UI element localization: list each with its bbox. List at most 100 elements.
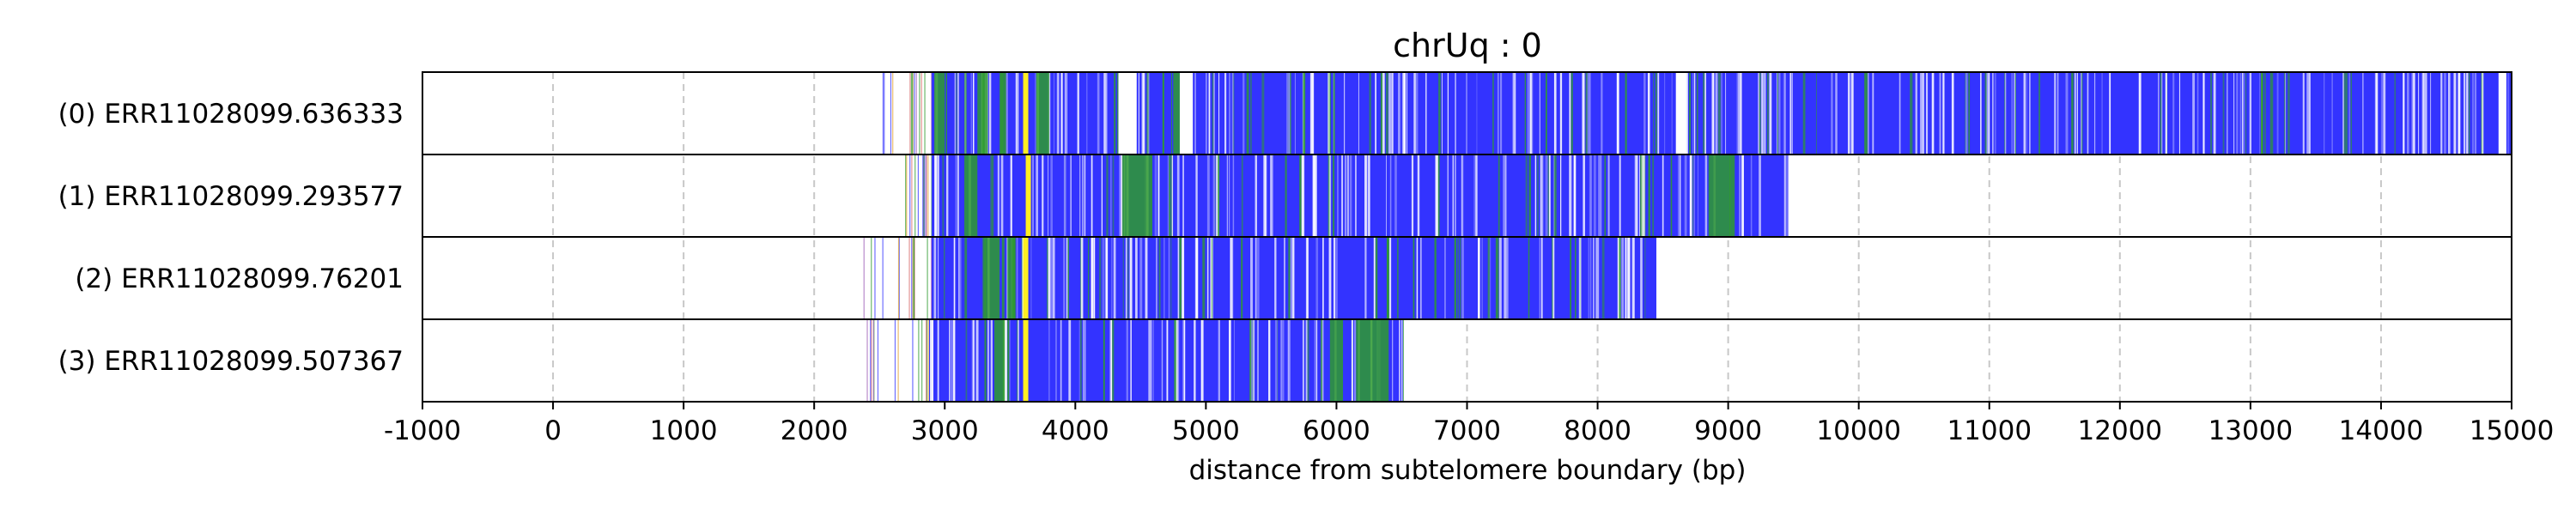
read-texture-line — [2453, 72, 2457, 154]
read-texture-line — [1939, 72, 1941, 154]
read-texture-line — [1098, 237, 1102, 319]
read-texture-line — [1042, 154, 1044, 237]
read-texture-line — [1082, 154, 1084, 237]
read-texture-line — [1103, 72, 1106, 154]
read-texture-line — [1206, 154, 1210, 237]
read-texture-line — [1249, 319, 1251, 402]
read-texture-line — [1616, 72, 1619, 154]
read-texture-line — [1229, 319, 1231, 402]
read-texture-line — [1848, 72, 1850, 154]
read-texture-line — [1992, 72, 1994, 154]
read-texture-line — [1156, 237, 1157, 319]
read-texture-line — [944, 237, 945, 319]
read-texture-line — [1050, 237, 1054, 319]
read-texture-line — [1872, 72, 1874, 154]
read-texture-line — [970, 72, 973, 154]
read-texture-line — [1648, 154, 1650, 237]
read-texture-line — [1625, 237, 1627, 319]
read-texture-line — [1224, 72, 1227, 154]
read-texture-line — [2421, 72, 2425, 154]
read-gap — [1118, 73, 1137, 154]
plot-area: (0) ERR11028099.636333 (1) ERR11028099.29… — [58, 71, 2512, 403]
read-texture-line — [2343, 72, 2347, 154]
read-texture-line — [2081, 72, 2083, 154]
read-texture-line — [1130, 319, 1132, 402]
read-texture-line — [946, 154, 949, 237]
read-texture-line — [1182, 319, 1184, 402]
read-texture-line — [1046, 237, 1048, 319]
read-texture-line — [1274, 319, 1278, 402]
read-texture-line — [2269, 72, 2272, 154]
read-texture-line — [1925, 72, 1929, 154]
read-texture-line — [2071, 72, 2074, 154]
read-texture-line — [2158, 72, 2160, 154]
read-texture-line — [1588, 72, 1591, 154]
read-texture-line — [1777, 72, 1781, 154]
read-texture-line — [1257, 237, 1260, 319]
read-texture-line — [942, 154, 945, 237]
read-texture-line — [1386, 237, 1389, 319]
read-green-segment — [1329, 319, 1344, 402]
read-texture-line — [958, 237, 960, 319]
x-tick-label: 2000 — [781, 415, 848, 446]
read-texture-line — [1179, 237, 1182, 319]
read-texture-line — [1255, 154, 1257, 237]
read-texture-line — [1168, 237, 1170, 319]
read-texture-line — [1662, 154, 1664, 237]
read-texture-line — [984, 319, 987, 402]
read-texture-line — [2138, 72, 2142, 154]
read-texture-line — [2109, 72, 2111, 154]
read-texture-line — [1114, 72, 1116, 154]
read-texture-line — [2331, 72, 2333, 154]
read-texture-line — [1988, 72, 1990, 154]
read-texture-line — [1032, 154, 1034, 237]
read-texture — [933, 237, 1646, 319]
read-texture-line — [1461, 237, 1464, 319]
read-texture-line — [1396, 237, 1399, 319]
read-texture-line — [2236, 72, 2239, 154]
read-texture-line — [1369, 72, 1371, 154]
read-texture-line — [1355, 154, 1357, 237]
read-texture-line — [1635, 154, 1637, 237]
read-texture-line — [1145, 237, 1148, 319]
read-texture-line — [2342, 72, 2344, 154]
read-block — [932, 154, 1789, 237]
read-texture-line — [1386, 154, 1387, 237]
read-marker — [1023, 319, 1029, 402]
read-texture-line — [1344, 72, 1346, 154]
read-texture-line — [1622, 237, 1624, 319]
read-texture-line — [1452, 154, 1454, 237]
read-texture-line — [1066, 72, 1068, 154]
read-texture-line — [1148, 319, 1151, 402]
read-marker — [1023, 72, 1029, 154]
read-texture-line — [1321, 319, 1324, 402]
read-texture-line — [2362, 72, 2364, 154]
read-texture-line — [1677, 154, 1680, 237]
read-texture-line — [1920, 72, 1923, 154]
read-texture-line — [2101, 72, 2103, 154]
read-texture-line — [1111, 237, 1113, 319]
read-texture-line — [1593, 237, 1595, 319]
read-texture-line — [1532, 72, 1534, 154]
read-texture-line — [1115, 237, 1116, 319]
x-tick-label: 14000 — [2339, 415, 2424, 446]
read-texture-line — [1009, 319, 1011, 402]
read-texture-line — [2260, 72, 2263, 154]
read-texture-line — [958, 237, 962, 319]
read-texture-line — [1327, 72, 1330, 154]
read-texture-line — [1335, 237, 1338, 319]
read-texture-line — [1762, 72, 1765, 154]
read-texture-line — [1171, 154, 1174, 237]
read-texture-line — [1388, 237, 1392, 319]
read-texture-line — [1619, 154, 1621, 237]
read-texture-line — [1481, 237, 1483, 319]
read-texture-line — [1497, 72, 1499, 154]
read-texture-line — [1847, 72, 1850, 154]
read-texture-line — [1373, 237, 1376, 319]
read-texture-line — [1596, 237, 1600, 319]
read-texture-line — [1850, 72, 1854, 154]
read-texture-line — [1547, 154, 1551, 237]
read-gap — [1179, 73, 1194, 154]
read-texture-line — [1109, 154, 1112, 237]
read-texture-line — [1067, 237, 1069, 319]
